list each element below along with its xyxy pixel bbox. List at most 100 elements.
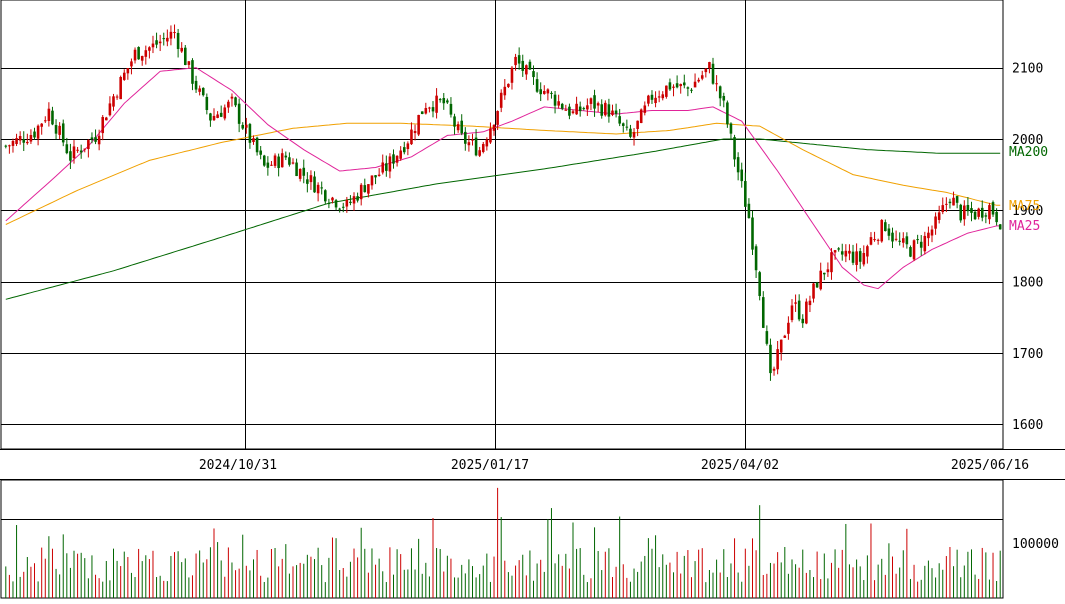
candle: [546, 88, 550, 101]
candle: [51, 106, 54, 126]
candle-body: [241, 124, 245, 129]
candle-body: [632, 132, 636, 138]
candle-body: [54, 125, 58, 134]
candle-body: [119, 76, 122, 100]
candle-body: [787, 322, 790, 334]
candle: [632, 128, 636, 146]
candle: [90, 132, 94, 144]
candle: [528, 59, 532, 71]
candle: [862, 245, 866, 267]
candle-body: [87, 140, 90, 149]
candle-body: [765, 331, 769, 344]
candle: [819, 262, 823, 291]
candle-body: [471, 139, 474, 141]
candle: [87, 139, 90, 158]
candle: [413, 124, 417, 141]
candle-body: [478, 150, 481, 156]
date-label-1: 2024/10/31: [199, 458, 277, 473]
candle-body: [977, 208, 980, 217]
candle-body: [245, 124, 248, 128]
candle: [144, 45, 148, 65]
candle-body: [578, 106, 582, 112]
candle-body: [851, 251, 855, 263]
candle: [388, 153, 392, 179]
candle-body: [349, 201, 352, 204]
candle-body: [33, 131, 36, 138]
candle-body: [988, 205, 991, 220]
candle: [119, 75, 122, 100]
candle-body: [453, 116, 456, 127]
candle-body: [496, 111, 499, 125]
candle: [797, 294, 801, 322]
candle: [456, 121, 460, 133]
candle-body: [410, 129, 413, 145]
candle: [58, 122, 61, 140]
candle: [568, 103, 571, 120]
candle: [880, 219, 884, 243]
candle-body: [345, 199, 349, 207]
candle-body: [194, 80, 198, 90]
candle-body: [521, 60, 525, 71]
candle-body: [869, 237, 873, 245]
price-tick-label: 1700: [1012, 347, 1043, 362]
candle-body: [995, 211, 998, 223]
candle-body: [862, 252, 866, 265]
candle-body: [876, 239, 880, 241]
candle-body: [744, 181, 747, 207]
candle-body: [693, 81, 697, 88]
candle: [219, 105, 223, 118]
candle-body: [201, 87, 205, 96]
candle: [790, 299, 794, 323]
volume-bars: [5, 487, 1001, 598]
candle: [198, 85, 201, 96]
candle: [97, 129, 101, 151]
candle: [284, 151, 288, 161]
candle-body: [711, 63, 715, 84]
candle-body: [726, 102, 729, 125]
candle-body: [679, 84, 682, 87]
candle: [948, 198, 952, 209]
candle: [194, 75, 198, 93]
candle-body: [672, 86, 675, 88]
candle: [367, 184, 370, 198]
candle-body: [420, 111, 424, 114]
candle-body: [392, 154, 395, 164]
candle-body: [395, 155, 399, 163]
candle: [313, 171, 316, 193]
candle: [266, 156, 270, 176]
candle-body: [607, 104, 611, 117]
candle: [708, 61, 711, 74]
candle: [901, 232, 905, 248]
candle-body: [959, 204, 963, 221]
candle: [431, 101, 435, 118]
candle-body: [884, 222, 887, 232]
candle-body: [284, 155, 288, 158]
candle: [148, 46, 151, 59]
candle-body: [205, 96, 209, 111]
candle-body: [227, 101, 230, 108]
candle-body: [140, 55, 144, 61]
candle: [277, 153, 280, 177]
candle: [133, 47, 137, 64]
candle-body: [313, 176, 316, 193]
candle-body: [923, 235, 927, 252]
candle: [923, 231, 927, 255]
candle-body: [880, 219, 884, 242]
candle: [740, 162, 744, 188]
candlesticks: [4, 24, 1002, 381]
candle-body: [115, 96, 119, 98]
candle: [586, 98, 589, 116]
candle: [636, 120, 639, 137]
candle: [460, 114, 464, 136]
candle: [291, 158, 295, 165]
candle: [216, 111, 219, 119]
candle: [679, 83, 682, 94]
candle: [205, 93, 209, 115]
candle-body: [270, 164, 273, 166]
candle: [11, 138, 15, 153]
candle: [158, 34, 162, 52]
candle: [316, 182, 320, 202]
candle-body: [901, 238, 905, 243]
